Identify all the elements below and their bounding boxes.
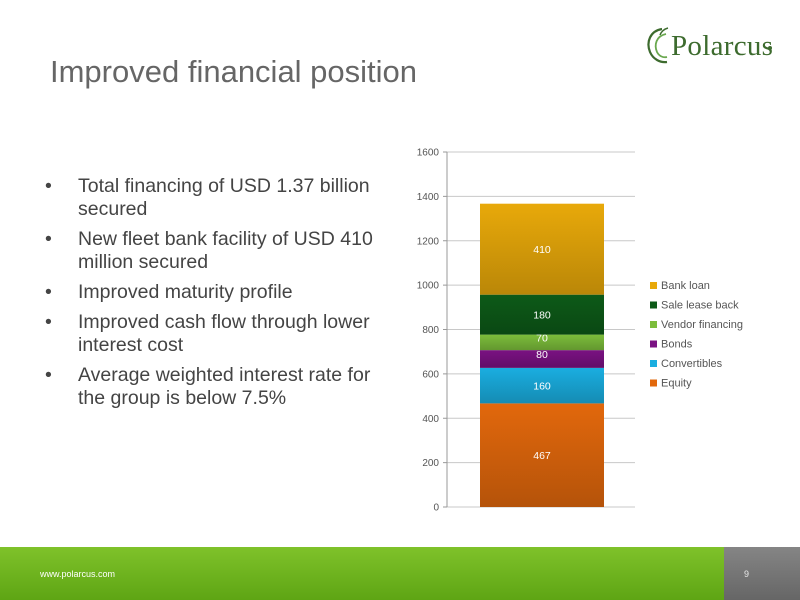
bar-segment-bank-loan	[480, 203, 604, 295]
legend-swatch-sale-lease-back	[650, 301, 657, 309]
data-label-convertibles: 160	[533, 381, 551, 393]
brand-name: Polarcus	[671, 30, 774, 62]
bullet-list: Total financing of USD 1.37 billion secu…	[45, 175, 390, 417]
legend-label-vendor-financing: Vendor financing	[661, 319, 743, 331]
y-tick-label: 600	[422, 369, 439, 380]
polarcus-swirl-icon	[647, 27, 669, 64]
y-tick-label: 0	[433, 503, 439, 514]
bar-segment-sale-lease-back	[480, 294, 604, 335]
legend-label-bonds: Bonds	[661, 339, 693, 351]
legend-label-equity: Equity	[661, 378, 692, 390]
y-tick-label: 1200	[417, 236, 440, 247]
legend-swatch-vendor-financing	[650, 321, 657, 328]
y-tick-label: 1400	[417, 192, 440, 203]
y-tick-label: 1000	[417, 281, 440, 292]
legend-swatch-bank-loan	[650, 282, 657, 289]
bullet-item: Total financing of USD 1.37 billion secu…	[45, 175, 390, 221]
legend-swatch-bonds	[650, 340, 657, 348]
data-label-bonds: 80	[536, 349, 548, 361]
legend-label-bank-loan: Bank loan	[661, 280, 710, 292]
bullet-item: Improved maturity profile	[45, 281, 390, 304]
footer-page-box	[724, 547, 800, 600]
data-label-equity: 467	[533, 450, 551, 462]
page-number: 9	[744, 569, 750, 579]
y-tick-label: 1600	[417, 148, 440, 159]
legend-swatch-convertibles	[650, 360, 657, 367]
bullet-item: New fleet bank facility of USD 410 milli…	[45, 228, 390, 274]
footer-url[interactable]: www.polarcus.com	[40, 569, 116, 579]
polarcus-logo: Polarcus	[644, 26, 794, 70]
data-label-vendor-financing: 70	[536, 332, 548, 344]
financing-stacked-bar-chart: 0 200 400 600 800 1000 1200 1400 1600 467 160 80 70 1…	[417, 148, 743, 514]
data-label-bank-loan: 410	[533, 244, 551, 256]
y-tick-label: 200	[422, 458, 439, 469]
bar-segment-equity	[480, 403, 604, 507]
slide-title: Improved financial position	[50, 54, 418, 89]
y-tick-label: 400	[422, 414, 439, 425]
bar-segment-vendor-financing	[480, 334, 604, 351]
y-tick-label: 800	[422, 325, 439, 336]
legend-swatch-equity	[650, 379, 657, 387]
bullet-item: Improved cash flow through lower interes…	[45, 311, 390, 357]
bar-segment-bonds	[480, 350, 604, 368]
legend-label-convertibles: Convertibles	[661, 358, 723, 370]
legend-label-sale-lease-back: Sale lease back	[661, 300, 739, 312]
footer-bar	[0, 547, 800, 600]
brand-trademark-dot	[768, 46, 772, 50]
bullet-item: Average weighted interest rate for the g…	[45, 364, 390, 410]
bar-segment-convertibles	[480, 367, 604, 404]
data-label-sale-lease-back: 180	[533, 310, 551, 322]
